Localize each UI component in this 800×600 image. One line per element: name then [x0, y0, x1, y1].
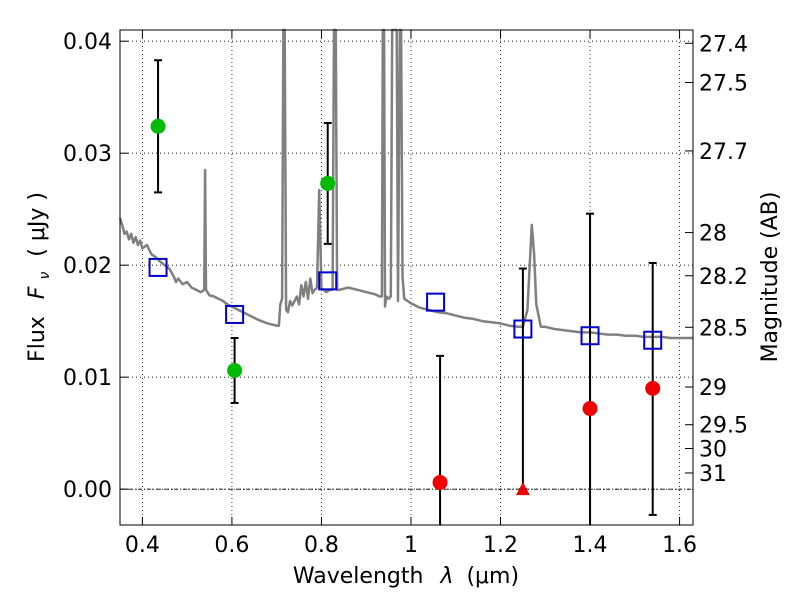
x-axis-label: Wavelength λ (μm)	[293, 564, 519, 589]
model-photometry-square	[225, 304, 245, 324]
magnitude-tick-label: 27.7	[699, 140, 748, 165]
x-tick-label: 1	[404, 533, 418, 558]
model-photometry-square	[318, 271, 338, 291]
y-axis-label: Flux F ν ( μJy )	[25, 192, 55, 362]
y-axis-label-unit: ( μJy )	[25, 192, 50, 257]
magnitude-tick-label: 27.5	[699, 72, 748, 97]
magnitude-tick-label: 28.5	[699, 316, 748, 341]
y-tick-label: 0.03	[63, 142, 112, 167]
nondetection-point	[432, 474, 448, 490]
upper-limit-triangle	[515, 482, 530, 496]
magnitude-tick-label: 29	[699, 376, 727, 401]
y-tick-label: 0.02	[63, 254, 112, 279]
model-photometry-square	[580, 326, 600, 346]
model-spectrum	[118, 28, 693, 340]
x-tick-label: 0.6	[214, 533, 249, 558]
magnitude-axis-label: Magnitude (AB)	[758, 192, 783, 363]
x-tick-label: 1.4	[573, 533, 608, 558]
model-photometry-square	[148, 257, 168, 277]
x-tick-label: 1.2	[483, 533, 518, 558]
magnitude-tick-label: 28	[699, 222, 727, 247]
magnitude-tick-label: 31	[699, 462, 727, 487]
nondetection-point	[645, 380, 661, 396]
x-tick-label: 0.4	[125, 533, 160, 558]
plot-frame	[119, 29, 694, 526]
model-photometry-square	[426, 292, 446, 312]
x-axis-label-symbol: λ	[439, 564, 453, 589]
magnitude-tick-label: 30	[699, 437, 727, 462]
detection-point	[320, 175, 336, 191]
magnitude-tick-label: 27.4	[699, 32, 748, 57]
y-axis-label-text: Flux	[25, 316, 50, 362]
observed-points	[150, 118, 661, 496]
y-tick-label: 0.04	[63, 30, 112, 55]
y-tick-label: 0.01	[63, 366, 112, 391]
y-tick-label: 0.00	[63, 478, 112, 503]
x-tick-label: 0.8	[304, 533, 339, 558]
model-photometry-square	[513, 319, 533, 339]
detection-point	[227, 362, 243, 378]
x-axis-label-text: Wavelength	[293, 564, 424, 589]
model-photometry-square	[643, 330, 663, 350]
model-photometry-squares	[148, 257, 663, 350]
nondetection-point	[582, 401, 598, 417]
model-spectrum-line	[118, 28, 693, 340]
y-axis-ticks: 0.00 0.01 0.02 0.03 0.04	[63, 30, 128, 503]
plot-background	[120, 30, 693, 525]
magnitude-tick-label: 29.5	[699, 414, 748, 439]
y-axis-label-symbol: F	[25, 286, 50, 299]
detection-point	[150, 118, 166, 134]
y-axis-label-subscript: ν	[37, 272, 53, 280]
magnitude-tick-label: 28.2	[699, 265, 748, 290]
x-tick-label: 1.6	[662, 533, 697, 558]
x-axis-ticks: 0.4 0.6 0.8 1 1.2 1.4 1.6	[125, 30, 697, 558]
x-axis-label-unit: (μm)	[466, 564, 519, 589]
